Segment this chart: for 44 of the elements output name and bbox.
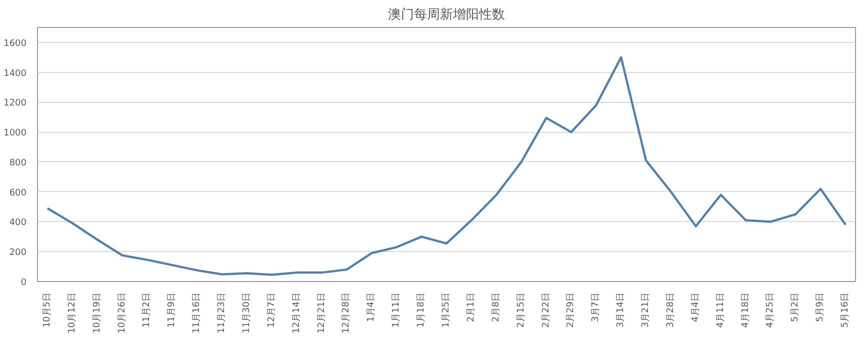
- line-series: [46, 56, 847, 276]
- x-tick-label: 4月25日: [766, 292, 776, 328]
- x-tick-label: 2月29日: [566, 292, 576, 328]
- y-tick-label: 1400: [4, 68, 27, 79]
- x-tick-label: 1月4日: [366, 292, 377, 322]
- y-tick-label: 1600: [4, 38, 27, 49]
- x-tick-label: 5月9日: [816, 292, 826, 322]
- x-tick-label: 11月30日: [242, 292, 252, 334]
- x-tick-label: 4月18日: [740, 292, 751, 328]
- chart-title: 澳门每周新增阳性数: [388, 6, 505, 22]
- x-tick-label: 12月21日: [316, 292, 327, 334]
- y-tick-label: 800: [9, 158, 27, 168]
- x-tick-label: 3月14日: [616, 292, 626, 328]
- x-tick-label: 1月11日: [392, 292, 402, 328]
- x-tick-label: 4月11日: [716, 292, 726, 328]
- x-tick-label: 2月15日: [516, 292, 526, 328]
- x-tick-label: 4月4日: [690, 292, 701, 322]
- x-tick-label: 10月5日: [42, 292, 52, 328]
- x-tick-label: 2月22日: [541, 292, 552, 328]
- x-tick-label: 11月2日: [142, 292, 152, 328]
- y-tick-label: 1200: [4, 98, 27, 109]
- x-tick-label: 5月16日: [840, 292, 851, 328]
- x-tick-label: 2月1日: [466, 292, 476, 322]
- x-tick-label: 3月7日: [591, 292, 602, 322]
- y-tick-label: 600: [9, 188, 27, 198]
- x-tick-label: 3月28日: [666, 292, 676, 328]
- x-tick-label: 1月25日: [442, 292, 452, 328]
- x-tick-label: 10月12日: [67, 292, 78, 334]
- x-tick-label: 10月26日: [117, 292, 128, 334]
- x-tick-label: 12月28日: [342, 292, 352, 334]
- x-tick-label: 3月21日: [641, 292, 652, 328]
- x-tick-label: 11月9日: [167, 292, 178, 328]
- x-tick-label: 2月8日: [491, 292, 502, 322]
- x-tick-label: 10月19日: [92, 292, 102, 334]
- y-tick-label: 400: [9, 218, 27, 228]
- x-tick-label: 1月18日: [416, 292, 427, 328]
- x-tick-label: 5月2日: [790, 292, 801, 322]
- y-tick-label: 0: [20, 278, 27, 288]
- y-tick-label: 200: [9, 248, 27, 258]
- x-tick-label: 11月16日: [192, 292, 202, 334]
- x-tick-label: 11月23日: [217, 292, 228, 334]
- y-tick-label: 1000: [4, 128, 27, 139]
- x-tick-label: 12月14日: [292, 292, 302, 334]
- x-tick-label: 12月7日: [266, 292, 277, 328]
